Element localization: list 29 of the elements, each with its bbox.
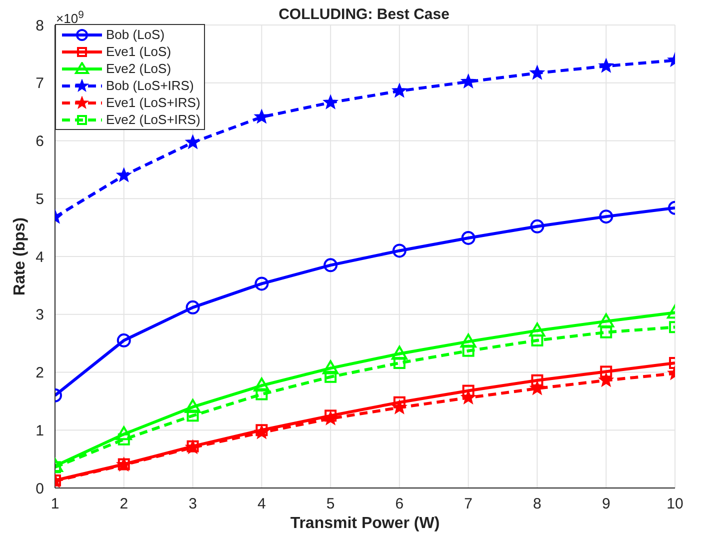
y-tick-label: 1 [36, 422, 44, 440]
y-tick-label: 8 [36, 17, 44, 34]
x-tick-label: 2 [120, 496, 128, 513]
x-tick-label: 8 [533, 496, 542, 513]
legend-label: Bob (LoS+IRS) [106, 78, 194, 93]
legend-label: Eve1 (LoS+IRS) [106, 95, 200, 110]
x-tick-label: 6 [395, 496, 404, 513]
y-tick-label: 7 [36, 75, 44, 92]
y-tick-label: 0 [36, 480, 44, 498]
legend-label: Bob (LoS) [106, 27, 165, 42]
annotation: ×10$^{9}$ [56, 10, 84, 26]
y-tick-label: 5 [36, 190, 44, 208]
x-tick-label: 9 [602, 496, 610, 513]
x-tick-label: 1 [50, 496, 60, 513]
y-tick-label: 3 [36, 306, 44, 324]
legend-label: Eve1 (LoS) [106, 44, 172, 59]
x-tick-label: 10 [666, 496, 684, 513]
x-tick-label: 4 [257, 496, 266, 513]
x-tick-label: 7 [464, 496, 473, 513]
x-tick-label: 3 [188, 496, 197, 513]
y-tick-label: 2 [36, 364, 44, 382]
chart-title: COLLUDING: Best Case [278, 6, 450, 23]
legend-label: Eve2 (LoS+IRS) [106, 112, 200, 127]
y-tick-label: 4 [36, 248, 44, 266]
x-axis-title: Transmit Power (W) [290, 515, 440, 532]
x-tick-label: 5 [326, 496, 335, 513]
y-tick-label: 6 [36, 133, 44, 150]
legend-label: Eve2 (LoS) [106, 61, 172, 76]
y-axis-title: Rate (bps) [12, 217, 29, 296]
